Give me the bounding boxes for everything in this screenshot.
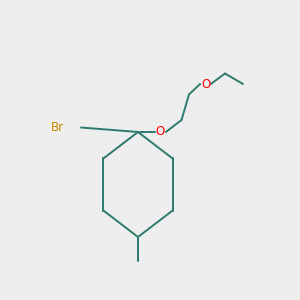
Text: O: O xyxy=(156,125,165,139)
Text: O: O xyxy=(201,77,210,91)
Text: Br: Br xyxy=(50,121,64,134)
